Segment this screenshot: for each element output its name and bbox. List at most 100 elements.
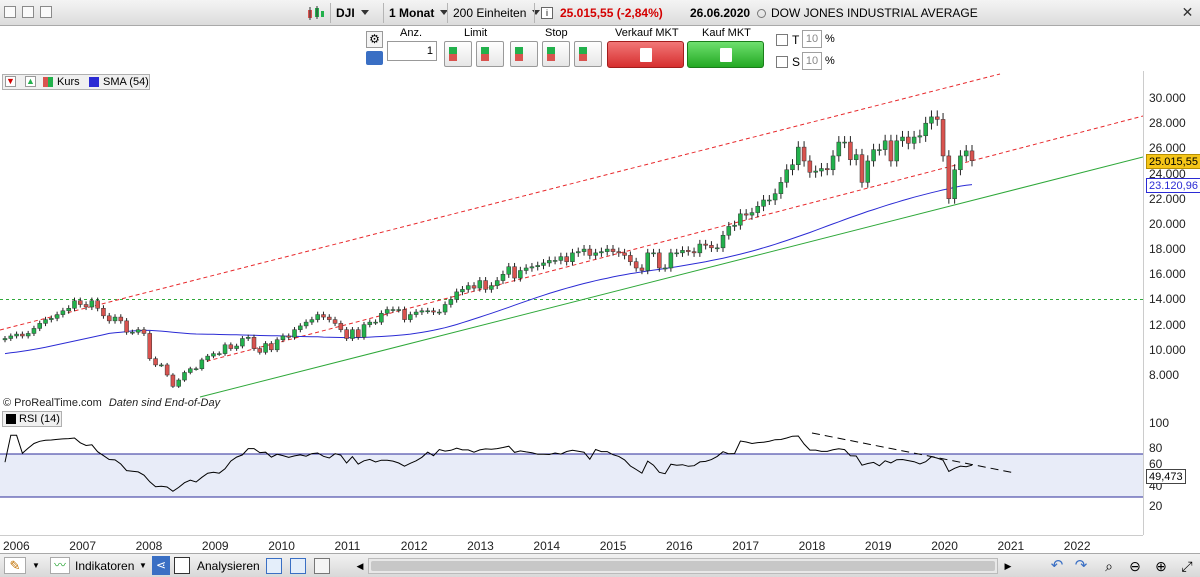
candle-up: [280, 335, 286, 340]
zoom-reset-icon[interactable]: ⌕: [1105, 558, 1113, 574]
stop-loss-checkbox[interactable]: [776, 56, 788, 68]
share-icon[interactable]: ⋖: [152, 556, 170, 575]
stop-loss-input[interactable]: 10: [802, 52, 822, 70]
candle: [917, 129, 923, 144]
candle-up: [489, 285, 494, 290]
zoom-out-icon[interactable]: ⊖: [1129, 558, 1141, 574]
candle: [176, 378, 181, 388]
candle: [402, 306, 407, 323]
indicators-button[interactable]: Indikatoren: [75, 559, 135, 573]
print-icon[interactable]: [290, 558, 306, 574]
candle-up: [298, 325, 303, 330]
take-profit-checkbox[interactable]: [776, 34, 788, 46]
candle-up: [720, 234, 726, 249]
rsi-label: RSI (14): [19, 413, 60, 425]
sell-market-button[interactable]: [607, 41, 684, 68]
buy-market-button[interactable]: [687, 41, 764, 68]
candle: [43, 316, 48, 327]
symbol-selector[interactable]: DJI: [336, 4, 369, 22]
candle: [118, 314, 124, 324]
candle-up: [581, 248, 587, 252]
candle-up: [697, 243, 703, 254]
chevron-down-icon[interactable]: ▼: [32, 561, 40, 570]
save-icon[interactable]: [314, 558, 330, 574]
buy-label: Kauf MKT: [702, 27, 751, 39]
kurs-color-icon: [43, 77, 53, 87]
candle-down: [164, 364, 170, 376]
time-scrollbar[interactable]: [368, 558, 998, 574]
chevron-down-icon: [360, 10, 369, 15]
limit-sell-button[interactable]: [476, 41, 504, 67]
candle-down: [657, 252, 662, 269]
undo-icon[interactable]: ↶: [1050, 557, 1064, 574]
layout-icon[interactable]: [266, 558, 282, 574]
candle: [234, 343, 239, 351]
channel-middle-line[interactable]: [199, 115, 1143, 364]
candle-up: [732, 224, 737, 227]
redo-icon[interactable]: ↷: [1074, 557, 1088, 574]
candle-down: [286, 335, 291, 338]
interval-selector[interactable]: 1 Monat: [389, 4, 449, 22]
wrench-icon[interactable]: ⚙: [366, 31, 383, 48]
drawing-tools-icon[interactable]: ✎: [4, 557, 26, 574]
scroll-right-icon[interactable]: ▶: [1004, 561, 1012, 571]
close-icon[interactable]: ✕: [1181, 4, 1194, 20]
candle-up: [454, 291, 459, 300]
take-profit-input[interactable]: 10: [802, 30, 822, 48]
candle-up: [66, 308, 71, 312]
sma-line: [4, 184, 973, 355]
minimize-icon[interactable]: [22, 6, 34, 18]
window-menu-icon[interactable]: [4, 6, 16, 18]
maximize-icon[interactable]: [40, 6, 52, 18]
price-legend[interactable]: ▼ ▲ Kurs SMA (54): [2, 74, 150, 90]
candle-down: [906, 136, 911, 144]
stop-buy-button[interactable]: [510, 41, 538, 67]
trend-line[interactable]: [199, 156, 1143, 398]
candle-down: [512, 266, 517, 279]
candle: [767, 195, 772, 205]
analyze-button[interactable]: Analysieren: [197, 559, 260, 573]
candle-up: [72, 300, 77, 309]
candle: [714, 243, 720, 252]
stop-sell-button[interactable]: [542, 41, 570, 67]
candle-up: [234, 345, 239, 349]
y-axis[interactable]: 30.000 28.000 26.000 24.000 22.000 20.000 18.0…: [1143, 71, 1200, 535]
analyze-icon[interactable]: [174, 557, 190, 574]
candle-up: [199, 359, 205, 369]
candle-down: [616, 251, 622, 254]
x-tick-label: 2018: [798, 539, 826, 553]
candle: [894, 134, 899, 167]
candle: [315, 311, 320, 323]
candle: [523, 264, 529, 275]
fullscreen-icon[interactable]: ⤢: [1181, 558, 1193, 574]
units-selector[interactable]: 200 Einheiten: [453, 4, 541, 22]
candle-up: [778, 182, 784, 194]
indicators-icon[interactable]: 〰: [50, 557, 70, 574]
scrollbar-thumb[interactable]: [371, 561, 995, 571]
candle-up: [963, 150, 969, 157]
candle-up: [523, 267, 529, 271]
scroll-left-icon[interactable]: ◀: [356, 561, 364, 571]
candle-up: [952, 169, 957, 199]
x-tick-label: 2012: [400, 539, 428, 553]
rsi-tick-80: 80: [1149, 441, 1163, 455]
x-tick-label: 2007: [69, 539, 96, 553]
price-chart[interactable]: © ProRealTime.com Daten sind End-of-Day: [0, 71, 1143, 410]
limit-buy-button[interactable]: [444, 41, 472, 67]
stop-limit-button[interactable]: [574, 41, 602, 67]
candlestick-type-icon[interactable]: [306, 5, 326, 21]
channel-upper-line[interactable]: [0, 73, 1001, 331]
rsi-chart[interactable]: [0, 411, 1143, 535]
rsi-trend-line[interactable]: [811, 432, 1016, 474]
keyboard-icon[interactable]: [366, 51, 383, 65]
info-icon[interactable]: i: [541, 7, 553, 19]
symbol-label: DJI: [336, 6, 355, 20]
chevron-down-icon[interactable]: ▼: [139, 561, 147, 570]
up-arrow-icon[interactable]: ▲: [25, 76, 36, 87]
candle: [240, 336, 245, 349]
rsi-legend[interactable]: RSI (14): [2, 411, 62, 427]
down-arrow-icon[interactable]: ▼: [5, 76, 16, 87]
x-axis[interactable]: 2006 2007 2008 2009 2010 2011 2012 2013 2014 2015…: [0, 535, 1143, 554]
qty-input[interactable]: [387, 41, 437, 61]
zoom-in-icon[interactable]: ⊕: [1155, 558, 1167, 574]
